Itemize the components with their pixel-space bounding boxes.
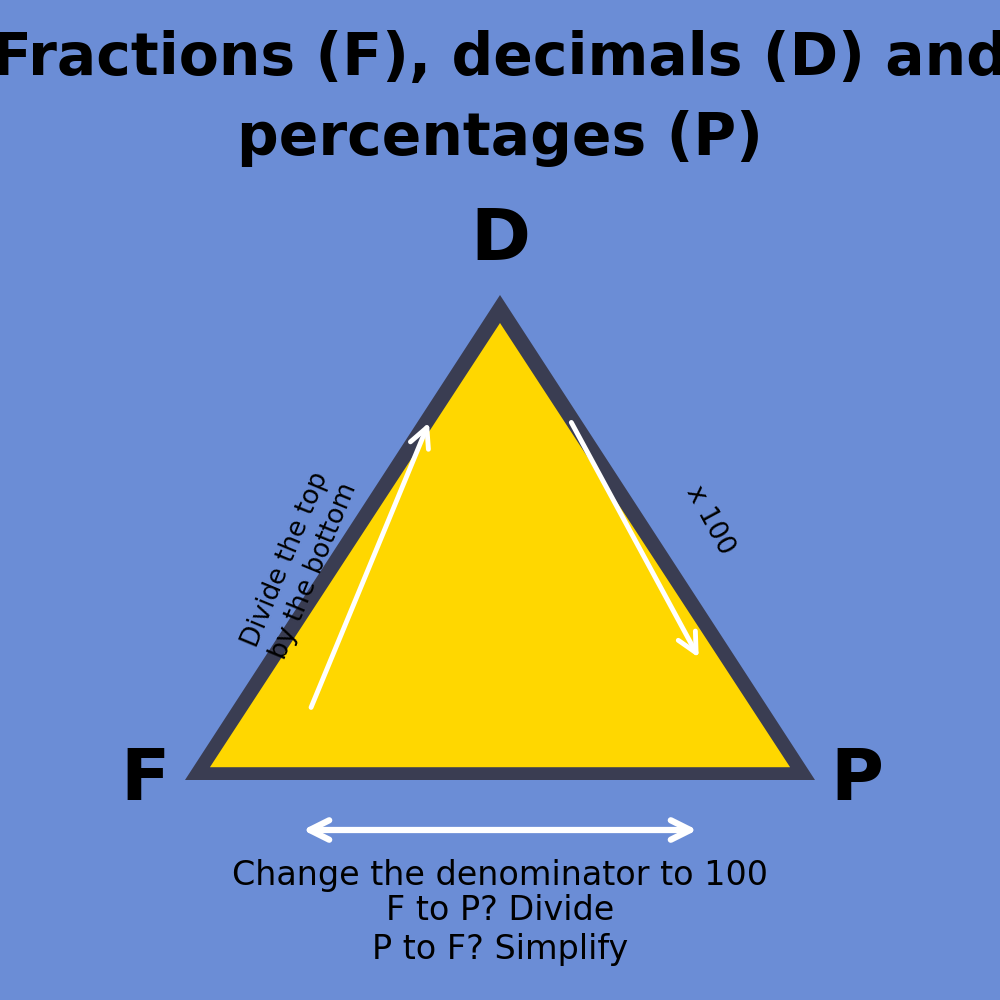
Text: percentages (P): percentages (P) <box>237 110 763 167</box>
Polygon shape <box>185 295 815 780</box>
Polygon shape <box>210 323 790 767</box>
Text: x 100: x 100 <box>681 481 739 559</box>
Text: Divide the top
by the bottom: Divide the top by the bottom <box>238 467 362 663</box>
Text: Fractions (F), decimals (D) and: Fractions (F), decimals (D) and <box>0 30 1000 87</box>
Text: P to F? Simplify: P to F? Simplify <box>372 934 628 966</box>
Text: Change the denominator to 100: Change the denominator to 100 <box>232 858 768 892</box>
Text: F: F <box>121 746 170 814</box>
Text: P: P <box>830 746 883 814</box>
Text: F to P? Divide: F to P? Divide <box>386 894 614 926</box>
Text: D: D <box>470 206 530 275</box>
